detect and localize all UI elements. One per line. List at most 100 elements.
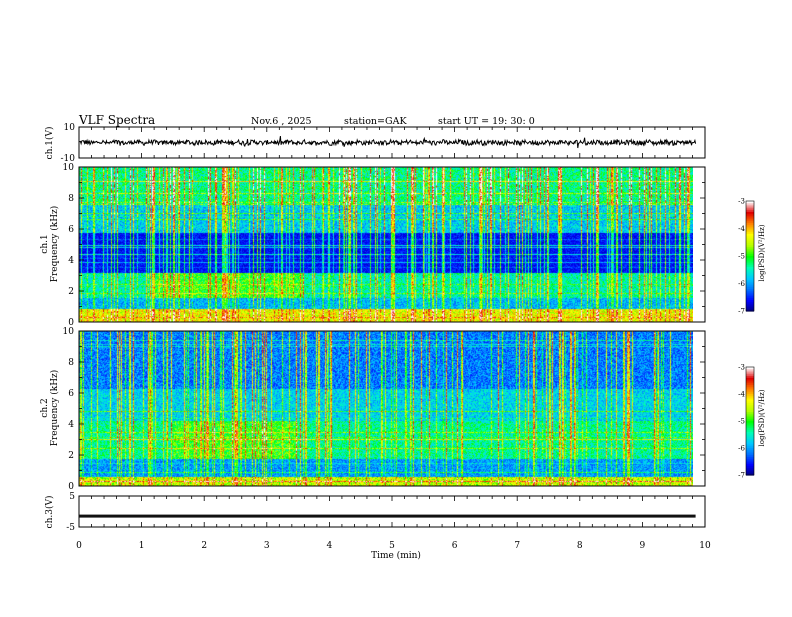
colorbar-cell	[746, 388, 754, 391]
colorbar-cell	[746, 444, 754, 447]
ch3-trace	[79, 514, 696, 518]
colorbar-cell	[746, 241, 754, 244]
colorbar-cell	[746, 208, 754, 211]
colorbar-cell	[746, 219, 754, 222]
colorbar-cell	[746, 252, 754, 255]
colorbar-cell	[746, 381, 754, 384]
colorbar-cell	[746, 278, 754, 281]
colorbar-tick-label: -5	[738, 418, 745, 426]
x-tick-label: 5	[389, 541, 395, 551]
colorbar-cell	[746, 307, 754, 310]
colorbar-cell	[746, 263, 754, 266]
colorbar-cell	[746, 374, 754, 377]
colorbar-cell	[746, 303, 754, 307]
colorbar-cell	[746, 451, 754, 454]
colorbar-cell	[746, 250, 754, 253]
colorbar-cell	[746, 235, 754, 239]
colorbar-cell	[746, 448, 754, 451]
colorbar-cell	[746, 239, 754, 242]
colorbar-cell	[746, 413, 754, 417]
colorbar-cell	[746, 296, 754, 299]
colorbar-cell	[746, 294, 754, 297]
colorbar-cell	[746, 392, 754, 395]
colorbar-cell	[746, 270, 754, 274]
colorbar-tick-label: -4	[738, 225, 745, 233]
colorbar-cell	[746, 439, 754, 442]
colorbar-frame	[745, 366, 755, 476]
colorbar-cell	[746, 224, 754, 228]
colorbar-cell	[746, 383, 754, 386]
colorbar-cell	[746, 281, 754, 285]
colorbar-cell	[746, 457, 754, 460]
start-ut-label: start UT = 19: 30: 0	[438, 116, 535, 127]
y-tick-label: 8	[68, 194, 74, 204]
colorbar-cell	[746, 458, 754, 462]
colorbar-cell	[746, 259, 754, 263]
colorbar-cell	[746, 226, 754, 230]
colorbar-cell	[746, 419, 754, 422]
colorbar-cell	[746, 256, 754, 259]
colorbar-cell	[746, 274, 754, 277]
x-tick-label: 0	[76, 541, 82, 551]
x-tick-label: 1	[139, 541, 145, 551]
colorbar-cell	[746, 404, 754, 408]
colorbar-cell	[746, 453, 754, 456]
ch2-colorbar-label: log(PSD)(V²/Hz)	[758, 389, 766, 446]
colorbar-cell	[746, 370, 754, 373]
colorbar-cell	[746, 390, 754, 393]
colorbar-cell	[746, 426, 754, 429]
colorbar-cell	[746, 237, 754, 241]
colorbar-cell	[746, 401, 754, 404]
colorbar-cell	[746, 287, 754, 290]
ch2-spectrogram-image	[79, 331, 693, 486]
x-tick-label: 8	[577, 541, 583, 551]
colorbar-tick-label: -3	[738, 364, 745, 372]
colorbar-cell	[746, 298, 754, 301]
colorbar-tick-label: -6	[738, 445, 745, 453]
ch2-spec-yticks: 0 2 4 6 8 10	[63, 327, 705, 492]
colorbar-cell	[746, 462, 754, 465]
colorbar-cell	[746, 248, 754, 252]
ch1-ylabel: ch.1(V)	[44, 127, 55, 160]
x-tick-label: 10	[699, 541, 711, 551]
colorbar-cell	[746, 455, 754, 458]
colorbar-cell	[746, 406, 754, 409]
ch1-trace	[78, 136, 697, 149]
colorbar-cell	[746, 279, 754, 283]
colorbar-cell	[746, 309, 754, 312]
colorbar-cell	[746, 204, 754, 208]
colorbar-cell	[746, 417, 754, 420]
y-tick-label: 8	[68, 358, 74, 368]
x-tick-label: 7	[514, 541, 520, 551]
y-tick-label: 0	[68, 482, 74, 492]
ch1-spectrogram-image	[79, 167, 693, 322]
colorbar-cell	[746, 201, 754, 204]
colorbar-cell	[746, 368, 754, 372]
colorbar-cell	[746, 372, 754, 375]
figure-title: VLF Spectra	[78, 113, 155, 127]
colorbar-cell	[746, 292, 754, 296]
colorbar-cell	[746, 243, 754, 246]
ch1-colorbar: -3 -4 -5 -6 -7	[738, 198, 755, 316]
x-tick-label: 3	[264, 541, 270, 551]
y-tick-label: 4	[68, 256, 74, 266]
ch1-ytick-top: 10	[64, 123, 76, 133]
colorbar-cell	[746, 412, 754, 415]
colorbar-cell	[746, 446, 754, 449]
colorbar-cell	[746, 212, 754, 215]
x-tick-label: 2	[201, 541, 207, 551]
colorbar-cell	[746, 386, 754, 390]
y-tick-label: 10	[63, 163, 75, 173]
colorbar-cell	[746, 267, 754, 270]
y-tick-label: 2	[68, 287, 74, 297]
colorbar-cell	[746, 435, 754, 438]
colorbar-cell	[746, 466, 754, 469]
colorbar-cell	[746, 408, 754, 411]
ch1-colorbar-label: log(PSD)(V²/Hz)	[758, 224, 766, 281]
colorbar-cell	[746, 442, 754, 445]
colorbar-cell	[746, 440, 754, 444]
colorbar-cell	[746, 232, 754, 235]
